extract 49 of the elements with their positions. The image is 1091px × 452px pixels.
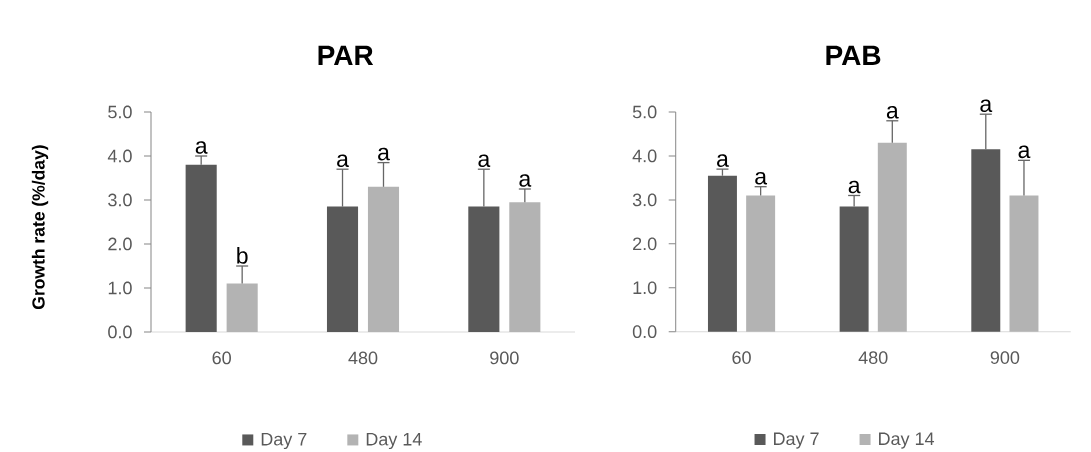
y-tick-label: 0.0 [108, 325, 132, 339]
annotation: a [195, 141, 208, 154]
x-tick-label: 900 [490, 351, 519, 365]
y-tick-label: 1.0 [108, 281, 132, 295]
x-tick-label: 60 [732, 351, 751, 364]
annotation: a [717, 154, 729, 167]
x-tick-label: 60 [212, 351, 231, 365]
bar [509, 202, 541, 332]
annotation: a [1018, 145, 1031, 159]
y-tick-label: 0.0 [632, 325, 657, 339]
bar [707, 175, 737, 332]
bar [226, 283, 258, 332]
bar [971, 149, 1001, 332]
bar [877, 142, 907, 332]
y-tick-label: 3.0 [108, 193, 132, 207]
y-tick-label: 2.0 [633, 237, 657, 251]
bar [468, 206, 500, 332]
chart-title: PAB [826, 45, 881, 65]
chart-title: PAR [318, 45, 374, 65]
y-tick-label: 5.0 [108, 105, 132, 119]
y-tick-label: 5.0 [632, 105, 657, 119]
bar [185, 164, 217, 332]
bar [1009, 195, 1039, 332]
legend-label: Day 14 [879, 432, 935, 449]
y-tick-label: 1.0 [633, 281, 657, 295]
legend-label: Day 7 [774, 432, 819, 449]
annotation: a [755, 171, 768, 185]
text: a [980, 99, 993, 112]
y-tick-label: 4.0 [632, 149, 657, 163]
bar [367, 186, 400, 332]
legend-label: Day 14 [366, 432, 422, 450]
annotation: b [237, 246, 248, 264]
y-tick-label: 3.0 [632, 193, 657, 207]
annotation: a [848, 180, 861, 194]
x-tick-label: 480 [858, 351, 888, 364]
annotation: a [337, 154, 349, 167]
annotation: a [378, 147, 390, 161]
legend-label: Day 7 [261, 432, 307, 450]
x-tick-label: 900 [990, 351, 1020, 364]
y-tick-label: 2.0 [108, 237, 132, 251]
y-axis-title: Growth rate (%/day) [31, 145, 49, 309]
x-tick-label: 480 [348, 351, 378, 365]
y-tick-label: 4.0 [107, 149, 132, 163]
annotation: a [519, 174, 532, 187]
bar [746, 195, 776, 332]
annotation: a [886, 105, 899, 119]
bar [839, 206, 869, 332]
bar [326, 206, 359, 332]
annotation: a [478, 154, 491, 167]
